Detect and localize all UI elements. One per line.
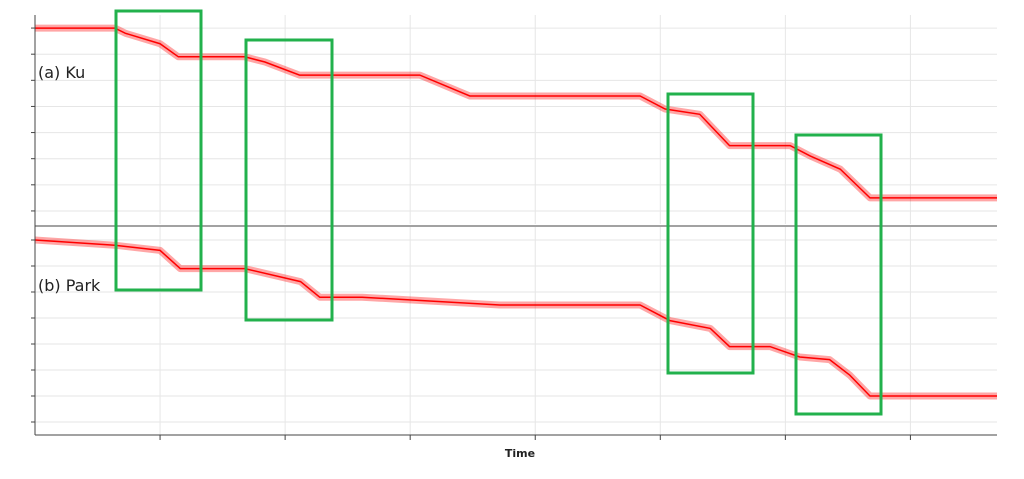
signal-band (35, 24, 997, 202)
panel-label: (a) Ku (38, 63, 85, 82)
highlight-box (244, 38, 334, 322)
x-axis-title: Time (505, 447, 535, 460)
highlight-box (666, 92, 755, 375)
plots (31, 15, 997, 440)
signal-line (35, 27, 997, 199)
panel-label: (b) Park (38, 276, 101, 295)
highlight-box (114, 9, 203, 292)
highlight-box (794, 133, 883, 416)
signal-line (34, 239, 997, 397)
